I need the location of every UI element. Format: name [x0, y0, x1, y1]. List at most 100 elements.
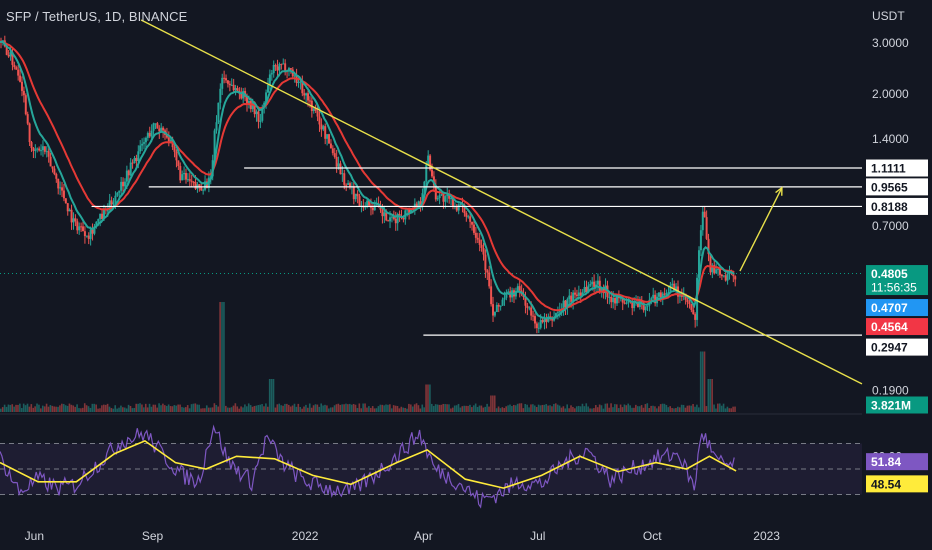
candle-body — [503, 297, 506, 300]
candle-body — [278, 64, 281, 71]
volume-bar — [22, 403, 25, 412]
candle-body — [621, 297, 624, 303]
volume-bar — [38, 404, 40, 412]
volume-bar — [583, 406, 586, 412]
candle-body — [234, 88, 237, 91]
candle-body — [383, 212, 386, 217]
volume-bar — [444, 404, 446, 412]
candle-body — [139, 145, 142, 152]
volume-bar — [717, 403, 719, 412]
price-tag-level-1-text: 1.1111 — [871, 162, 906, 176]
candle-body — [541, 319, 544, 323]
price-tag-level-2-bg — [866, 178, 928, 196]
volume-bar — [568, 408, 570, 412]
candle-body — [28, 123, 31, 143]
candle-body — [583, 287, 586, 293]
volume-bar — [78, 408, 80, 412]
volume-bar — [32, 407, 35, 412]
candle-body — [32, 147, 35, 151]
volume-bar — [232, 405, 235, 412]
candle-body — [495, 304, 498, 313]
volume-bar — [368, 406, 370, 412]
volume-bar — [381, 404, 384, 412]
volume-bar — [675, 408, 677, 412]
volume-bar — [417, 405, 420, 412]
volume-bar — [274, 407, 277, 412]
volume-bar — [431, 403, 433, 412]
volume-bar — [51, 405, 54, 412]
volume-bar — [572, 406, 574, 412]
volume-bar — [228, 407, 231, 412]
candle-body — [341, 173, 344, 175]
candle-body — [70, 209, 73, 223]
volume-bar — [318, 406, 321, 412]
candle-body — [312, 108, 315, 111]
candle-body — [484, 254, 487, 271]
price-tag-level-2: 0.9565 — [866, 178, 928, 196]
volume-bar — [303, 406, 305, 412]
volume-bar — [102, 404, 105, 412]
volume-bar — [93, 403, 96, 412]
candle-body — [471, 221, 474, 225]
volume-bar — [358, 403, 361, 412]
volume-bar — [699, 351, 702, 412]
candle-body — [274, 64, 277, 67]
volume-bar — [139, 403, 141, 412]
volume-bar — [7, 404, 10, 412]
volume-bar — [143, 407, 145, 412]
candle-body — [554, 313, 557, 318]
volume-bar — [244, 404, 246, 412]
candle-body — [535, 323, 538, 329]
candle-body — [184, 173, 187, 180]
volume-bar — [715, 408, 717, 412]
volume-bar — [116, 408, 118, 412]
candle-body — [396, 214, 399, 224]
volume-bar — [697, 407, 700, 412]
candle-body — [335, 156, 338, 167]
candle-body — [82, 226, 85, 232]
candle-body — [228, 83, 231, 86]
volume-bar — [76, 404, 78, 412]
volume-bar — [671, 408, 673, 412]
candle-body — [289, 68, 292, 70]
candle-body — [226, 80, 229, 84]
candle-body — [419, 201, 422, 208]
volume-bar — [144, 403, 147, 412]
volume-bar — [215, 404, 218, 412]
candle-body — [272, 64, 275, 74]
volume-bar — [247, 403, 250, 412]
candle-body — [675, 286, 678, 291]
volume-bar — [164, 405, 166, 412]
candle-body — [55, 174, 58, 179]
candle-body — [598, 280, 601, 291]
candle-body — [722, 275, 725, 277]
candle-body — [387, 220, 390, 222]
volume-bar — [694, 406, 696, 412]
candle-body — [307, 93, 310, 101]
candle-body — [162, 127, 165, 131]
volume-bar — [196, 404, 199, 412]
candle-body — [352, 186, 355, 200]
volume-bar — [677, 406, 679, 412]
volume-bar — [518, 403, 521, 412]
volume-bar — [314, 404, 317, 412]
price-tag-ema-slow: 0.4564 — [866, 318, 928, 336]
candle-body — [690, 303, 693, 310]
candle-body — [76, 221, 79, 231]
volume-bar — [547, 405, 549, 412]
volume-bar — [703, 351, 706, 412]
volume-bar — [720, 405, 723, 412]
candle-body — [505, 292, 508, 298]
volume-bar — [118, 407, 120, 412]
volume-bar — [200, 408, 202, 412]
candle-body — [198, 184, 201, 187]
candle-body — [41, 146, 44, 151]
currency-unit: USDT — [872, 9, 905, 23]
volume-bar — [650, 405, 652, 412]
volume-bar — [448, 404, 450, 412]
volume-bar — [40, 408, 42, 412]
candle-body — [734, 276, 737, 280]
volume-bar — [482, 407, 485, 412]
candle-body — [66, 203, 69, 212]
